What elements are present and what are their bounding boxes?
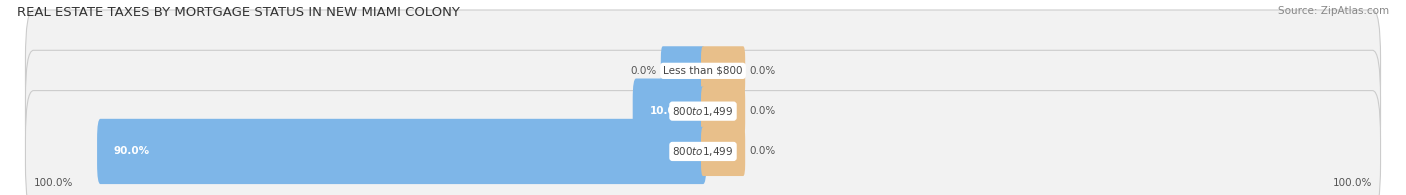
FancyBboxPatch shape: [702, 46, 745, 95]
Text: 0.0%: 0.0%: [630, 66, 657, 76]
Text: 10.0%: 10.0%: [650, 106, 686, 116]
FancyBboxPatch shape: [97, 119, 706, 184]
FancyBboxPatch shape: [661, 87, 704, 136]
Text: $800 to $1,499: $800 to $1,499: [672, 145, 734, 158]
FancyBboxPatch shape: [25, 50, 1381, 172]
Text: Source: ZipAtlas.com: Source: ZipAtlas.com: [1278, 6, 1389, 16]
Text: 90.0%: 90.0%: [114, 146, 150, 156]
FancyBboxPatch shape: [702, 127, 745, 176]
Text: REAL ESTATE TAXES BY MORTGAGE STATUS IN NEW MIAMI COLONY: REAL ESTATE TAXES BY MORTGAGE STATUS IN …: [17, 6, 460, 19]
Text: 0.0%: 0.0%: [749, 146, 776, 156]
FancyBboxPatch shape: [25, 10, 1381, 132]
FancyBboxPatch shape: [702, 87, 745, 136]
Text: 0.0%: 0.0%: [749, 66, 776, 76]
Text: 100.0%: 100.0%: [34, 178, 73, 188]
Text: 100.0%: 100.0%: [1333, 178, 1372, 188]
Text: Less than $800: Less than $800: [664, 66, 742, 76]
FancyBboxPatch shape: [661, 127, 704, 176]
Text: 0.0%: 0.0%: [749, 106, 776, 116]
Text: $800 to $1,499: $800 to $1,499: [672, 105, 734, 118]
FancyBboxPatch shape: [25, 91, 1381, 195]
FancyBboxPatch shape: [633, 79, 706, 144]
FancyBboxPatch shape: [661, 46, 704, 95]
